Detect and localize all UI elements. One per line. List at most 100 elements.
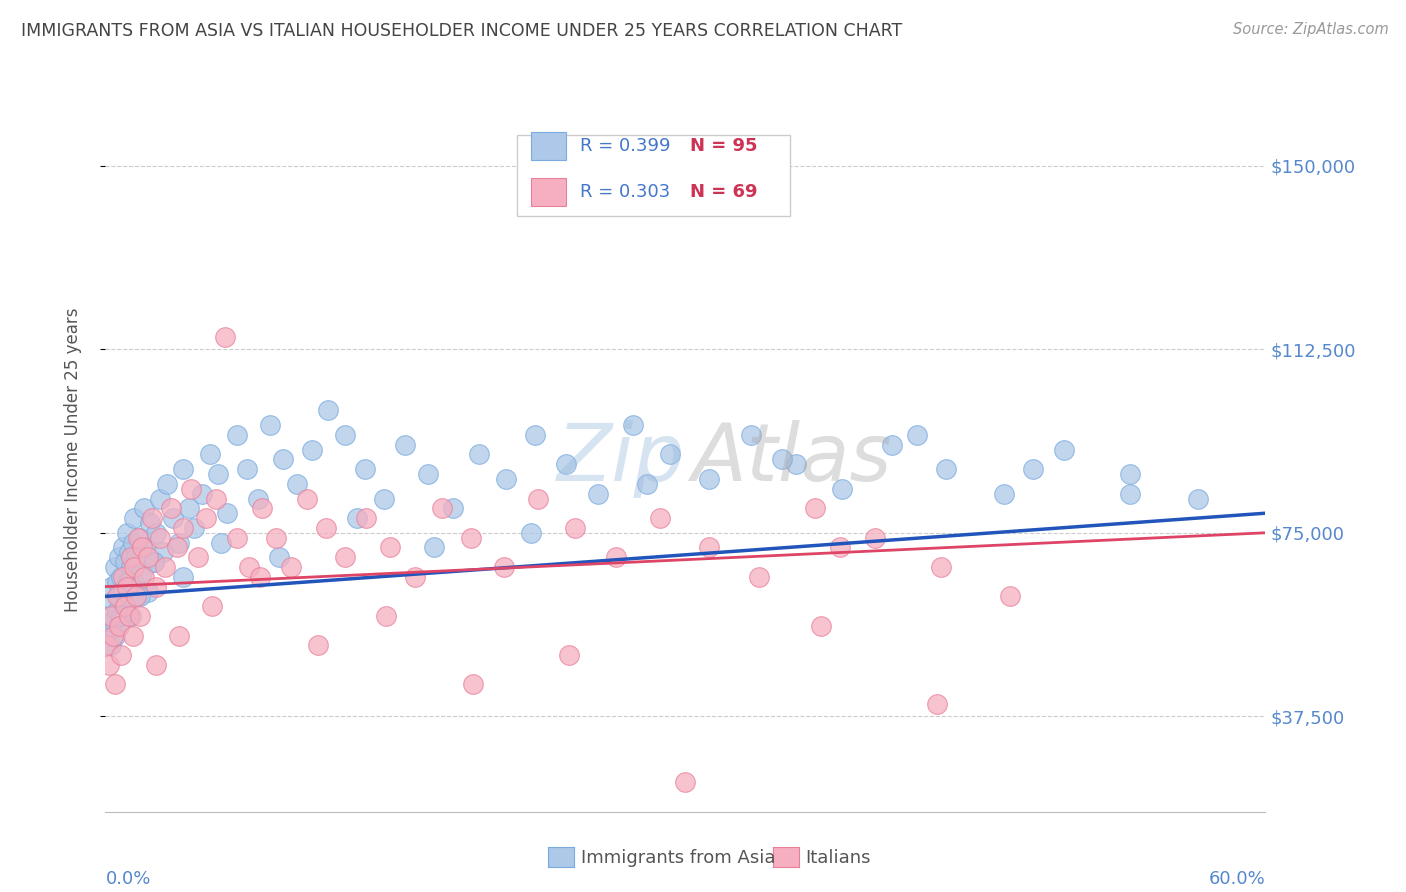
- Point: [191, 486, 214, 500]
- Point: [285, 476, 308, 491]
- Point: [103, 628, 124, 642]
- Point: [129, 531, 152, 545]
- Point: [132, 570, 156, 584]
- Point: [194, 511, 218, 525]
- Point: [131, 541, 153, 555]
- Point: [121, 535, 143, 549]
- Point: [605, 550, 627, 565]
- Point: [1022, 462, 1045, 476]
- Point: [264, 531, 287, 545]
- Point: [131, 565, 153, 579]
- FancyBboxPatch shape: [531, 178, 567, 206]
- Point: [235, 462, 257, 476]
- Point: [675, 775, 697, 789]
- Point: [441, 501, 464, 516]
- Point: [111, 541, 134, 555]
- Point: [492, 560, 515, 574]
- Point: [925, 697, 948, 711]
- Point: [145, 525, 167, 540]
- Point: [152, 545, 174, 559]
- Point: [127, 590, 149, 604]
- Text: Italians: Italians: [806, 849, 872, 867]
- Point: [249, 570, 271, 584]
- Point: [804, 501, 827, 516]
- Point: [467, 448, 489, 462]
- Point: [136, 550, 159, 565]
- Point: [145, 580, 167, 594]
- Point: [335, 550, 357, 565]
- Point: [115, 580, 138, 594]
- Point: [207, 467, 229, 481]
- Point: [129, 609, 152, 624]
- Point: [621, 418, 644, 433]
- Point: [139, 516, 162, 530]
- Point: [105, 590, 128, 604]
- Point: [167, 535, 190, 549]
- Point: [100, 580, 122, 594]
- Point: [149, 531, 172, 545]
- Point: [149, 491, 172, 506]
- Point: [225, 428, 249, 442]
- Point: [659, 448, 682, 462]
- Point: [120, 560, 142, 574]
- Point: [103, 614, 124, 628]
- Point: [142, 555, 165, 569]
- Point: [96, 638, 118, 652]
- Point: [127, 531, 149, 545]
- Point: [301, 442, 323, 457]
- Point: [280, 560, 302, 574]
- Point: [527, 491, 550, 506]
- Point: [993, 486, 1015, 500]
- Point: [315, 521, 337, 535]
- Point: [636, 476, 658, 491]
- Point: [211, 535, 233, 549]
- Point: [259, 418, 281, 433]
- Point: [247, 491, 270, 506]
- Point: [214, 330, 236, 344]
- Point: [124, 574, 146, 589]
- Point: [564, 521, 586, 535]
- Point: [520, 525, 543, 540]
- Point: [935, 462, 957, 476]
- Point: [295, 491, 318, 506]
- Point: [125, 590, 148, 604]
- Point: [460, 531, 482, 545]
- Point: [461, 677, 484, 691]
- Point: [353, 462, 375, 476]
- Point: [907, 428, 929, 442]
- Point: [810, 619, 832, 633]
- FancyBboxPatch shape: [517, 136, 790, 216]
- Point: [316, 403, 339, 417]
- Point: [115, 574, 138, 589]
- Point: [523, 428, 546, 442]
- Point: [697, 541, 720, 555]
- Point: [108, 590, 131, 604]
- Point: [108, 619, 131, 633]
- Point: [378, 541, 401, 555]
- Point: [114, 555, 136, 569]
- Text: N = 95: N = 95: [690, 136, 758, 155]
- Point: [269, 550, 291, 565]
- Point: [588, 486, 610, 500]
- Point: [1119, 486, 1142, 500]
- Point: [118, 609, 141, 624]
- Point: [115, 525, 138, 540]
- Point: [418, 467, 440, 481]
- Point: [1187, 491, 1209, 506]
- Point: [132, 501, 156, 516]
- Text: IMMIGRANTS FROM ASIA VS ITALIAN HOUSEHOLDER INCOME UNDER 25 YEARS CORRELATION CH: IMMIGRANTS FROM ASIA VS ITALIAN HOUSEHOL…: [21, 22, 903, 40]
- Point: [748, 570, 770, 584]
- Point: [1000, 590, 1022, 604]
- Point: [110, 614, 132, 628]
- Point: [118, 590, 141, 604]
- Point: [120, 550, 142, 565]
- Point: [110, 609, 132, 624]
- Text: Atlas: Atlas: [692, 420, 891, 499]
- Point: [111, 570, 134, 584]
- Point: [104, 628, 127, 642]
- FancyBboxPatch shape: [531, 132, 567, 160]
- Point: [104, 677, 127, 691]
- Point: [172, 570, 194, 584]
- Point: [273, 452, 295, 467]
- Point: [198, 448, 221, 462]
